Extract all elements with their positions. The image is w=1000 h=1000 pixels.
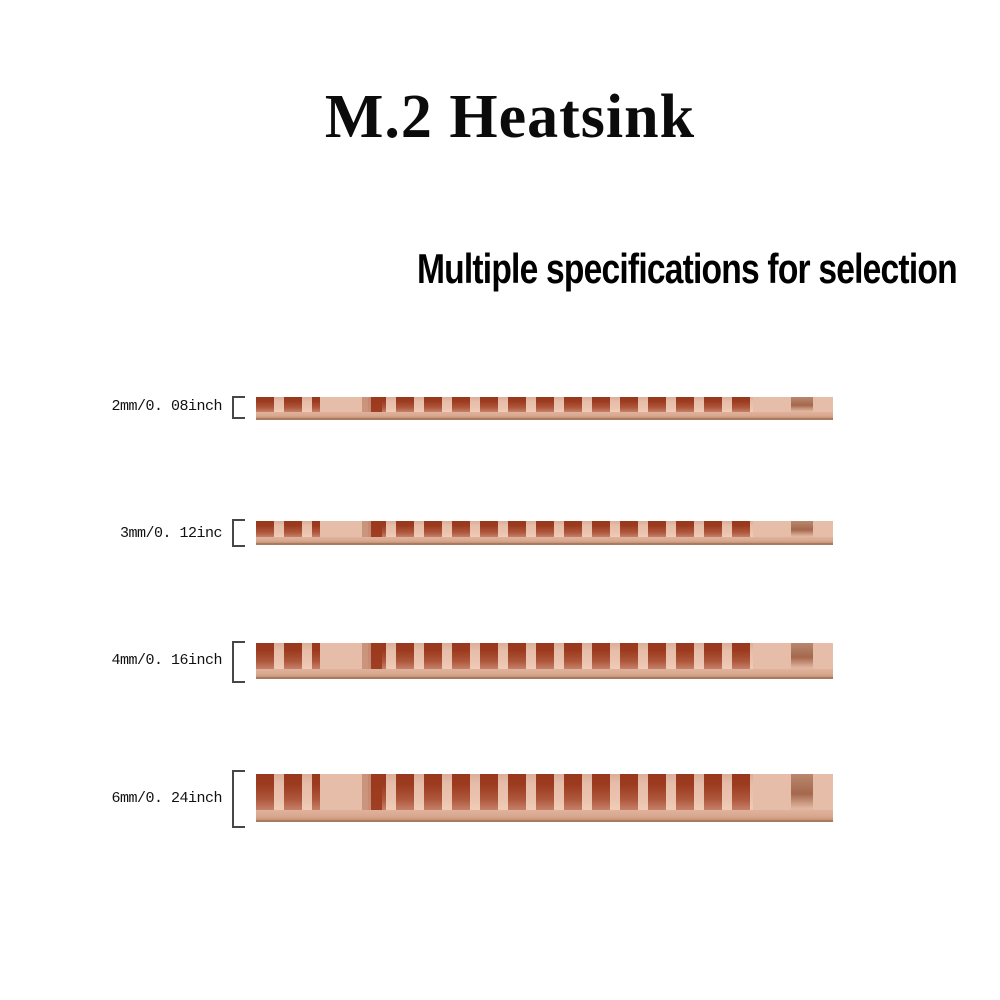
size-label: 6mm/0. 24inch — [111, 790, 222, 807]
heatsink-reflection — [362, 774, 382, 810]
page-title: M.2 Heatsink — [324, 83, 696, 151]
heatsink-flat-section — [320, 643, 362, 669]
heatsink-reflection — [791, 397, 813, 412]
heatsink-fins — [256, 643, 833, 669]
heatsink-photo-3mm — [256, 521, 833, 545]
size-bracket-icon — [232, 519, 248, 547]
heatsink-reflection — [362, 521, 382, 537]
heatsink-reflection — [791, 774, 813, 810]
size-bracket-icon — [232, 770, 248, 828]
size-bracket-icon — [232, 641, 248, 683]
heatsink-reflection — [791, 521, 813, 537]
heatsink-photo-2mm — [256, 397, 833, 420]
heatsink-photo-4mm — [256, 643, 833, 679]
size-label: 2mm/0. 08inch — [111, 398, 222, 415]
size-label: 4mm/0. 16inch — [111, 652, 222, 669]
heatsink-base — [256, 810, 833, 822]
heatsink-fins — [256, 521, 833, 537]
heatsink-photo-6mm — [256, 774, 833, 822]
heatsink-base — [256, 412, 833, 420]
page-subtitle: Multiple specifications for selection — [417, 245, 958, 292]
heatsink-flat-section — [320, 774, 362, 810]
heatsink-fins — [256, 774, 833, 810]
size-label: 3mm/0. 12inc — [119, 525, 223, 542]
size-bracket-icon — [232, 396, 248, 419]
heatsink-flat-section — [320, 397, 362, 412]
heatsink-base — [256, 669, 833, 679]
heatsink-reflection — [362, 643, 382, 669]
heatsink-flat-section — [320, 521, 362, 537]
heatsink-base — [256, 537, 833, 545]
heatsink-reflection — [362, 397, 382, 412]
heatsink-fins — [256, 397, 833, 412]
heatsink-reflection — [791, 643, 813, 669]
